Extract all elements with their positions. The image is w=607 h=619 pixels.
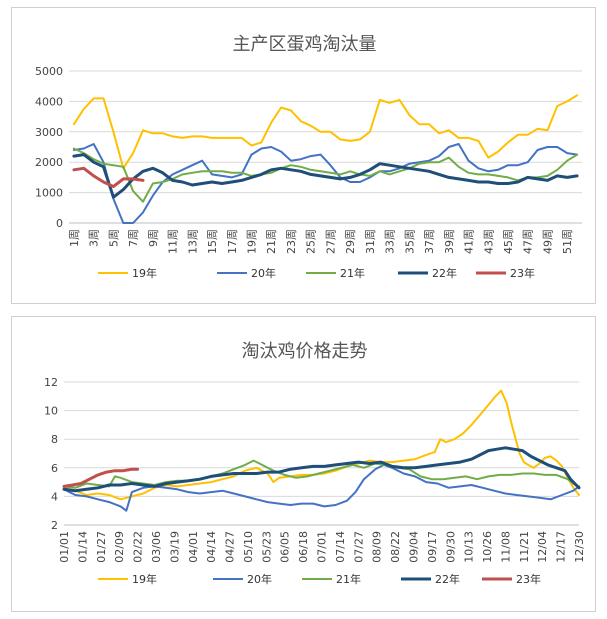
legend-label: 20年 xyxy=(251,266,276,280)
legend-label: 21年 xyxy=(336,572,361,586)
x-tick-label: 41周 xyxy=(463,229,476,254)
x-tick-label: 09/17 xyxy=(426,531,439,563)
x-tick-label: 5周 xyxy=(107,229,120,247)
x-tick-label: 15周 xyxy=(206,229,219,254)
x-tick-label: 12/04 xyxy=(536,531,549,563)
x-tick-label: 47周 xyxy=(522,229,535,254)
chart-title: 主产区蛋鸡淘汰量 xyxy=(233,34,377,55)
x-tick-label: 09/30 xyxy=(444,531,457,563)
x-tick-label: 3周 xyxy=(88,229,101,247)
x-tick-label: 29周 xyxy=(344,229,357,254)
x-tick-label: 11周 xyxy=(167,229,180,254)
y-tick-label: 0 xyxy=(56,217,63,230)
y-tick-label: 2000 xyxy=(35,156,63,169)
series-line-22年 xyxy=(72,153,579,199)
x-tick-label: 23周 xyxy=(285,229,298,254)
x-tick-label: 09/04 xyxy=(407,531,420,563)
x-tick-label: 05/10 xyxy=(242,531,255,563)
x-tick-label: 12/17 xyxy=(555,531,568,563)
legend-label: 19年 xyxy=(132,266,157,280)
x-tick-label: 51周 xyxy=(561,229,574,254)
x-tick-label: 13周 xyxy=(186,229,199,254)
x-tick-label: 01/14 xyxy=(76,531,89,563)
x-tick-label: 10/26 xyxy=(481,531,494,563)
y-tick-label: 10 xyxy=(44,405,58,418)
series-line-20年 xyxy=(72,143,579,224)
x-tick-label: 33周 xyxy=(384,229,397,254)
x-tick-label: 05/23 xyxy=(260,531,273,563)
x-tick-label: 43周 xyxy=(482,229,495,254)
x-tick-label: 49周 xyxy=(541,229,554,254)
x-tick-label: 06/05 xyxy=(279,531,292,563)
x-tick-label: 04/14 xyxy=(205,531,218,563)
x-tick-label: 06/18 xyxy=(297,531,310,563)
culled-hen-price-chart: 淘汰鸡价格走势 2 4 6 8 10 12 01/01 01/14 01/27 02/09 02/22… xyxy=(44,341,586,586)
x-tick-label: 27周 xyxy=(324,229,337,254)
x-tick-label: 45周 xyxy=(502,229,515,254)
x-tick-label: 07/27 xyxy=(352,531,365,563)
x-tick-label: 19周 xyxy=(246,229,259,254)
x-tick-label: 04/01 xyxy=(187,531,200,563)
x-tick-label: 7周 xyxy=(127,229,140,247)
series-line-23年 xyxy=(62,467,140,488)
x-tick-label: 35周 xyxy=(403,229,416,254)
series-line-19年 xyxy=(72,94,579,170)
legend-label: 23年 xyxy=(510,266,535,280)
culling-volume-chart: 主产区蛋鸡淘汰量 0 1000 2000 3000 4000 5000 1周 3周 5周 7周 9周 1… xyxy=(35,34,582,280)
culled-hen-price-chart-panel: 淘汰鸡价格走势 2 4 6 8 10 12 01/01 01/14 01/27 02/09 02/22… xyxy=(11,316,596,612)
y-tick-label: 2 xyxy=(51,519,58,532)
x-tick-label: 07/14 xyxy=(334,531,347,563)
x-tick-label: 21周 xyxy=(265,229,278,254)
x-tick-label: 39周 xyxy=(443,229,456,254)
y-tick-label: 6 xyxy=(51,462,58,475)
x-tick-label: 9周 xyxy=(147,229,160,247)
chart-title: 淘汰鸡价格走势 xyxy=(242,341,368,362)
x-tick-label: 31周 xyxy=(364,229,377,254)
x-tick-label: 02/22 xyxy=(132,531,145,563)
x-tick-label: 07/01 xyxy=(316,531,329,563)
x-tick-label: 10/13 xyxy=(463,531,476,563)
legend-label: 22年 xyxy=(432,266,457,280)
culling-volume-chart-panel: 主产区蛋鸡淘汰量 0 1000 2000 3000 4000 5000 1周 3周 5周 7周 9周 1… xyxy=(11,7,596,304)
x-tick-label: 25周 xyxy=(305,229,318,254)
y-tick-label: 12 xyxy=(44,376,58,389)
series-line-22年 xyxy=(62,446,581,493)
x-tick-label: 1周 xyxy=(68,229,81,247)
x-tick-label: 04/27 xyxy=(224,531,237,563)
series-line-23年 xyxy=(72,166,145,188)
legend-label: 23年 xyxy=(516,572,541,586)
y-tick-label: 8 xyxy=(51,433,58,446)
legend-label: 20年 xyxy=(247,572,272,586)
legend-label: 19年 xyxy=(132,572,157,586)
y-tick-label: 5000 xyxy=(35,65,63,78)
x-tick-label: 08/09 xyxy=(371,531,384,563)
x-tick-label: 01/27 xyxy=(95,531,108,563)
x-tick-label: 11/21 xyxy=(518,531,531,563)
y-tick-label: 4 xyxy=(51,490,58,503)
x-tick-label: 37周 xyxy=(423,229,436,254)
x-tick-label: 03/19 xyxy=(168,531,181,563)
legend-label: 22年 xyxy=(435,572,460,586)
y-tick-label: 3000 xyxy=(35,126,63,139)
x-tick-label: 17周 xyxy=(226,229,239,254)
y-tick-label: 4000 xyxy=(35,95,63,108)
x-tick-label: 01/01 xyxy=(58,531,71,563)
series-line-21年 xyxy=(72,147,579,203)
x-tick-label: 03/06 xyxy=(150,531,163,563)
x-tick-label: 11/08 xyxy=(499,531,512,563)
x-tick-label: 02/09 xyxy=(113,531,126,563)
legend-label: 21年 xyxy=(340,266,365,280)
y-tick-label: 1000 xyxy=(35,187,63,200)
series-line-20年 xyxy=(63,463,580,512)
x-tick-label: 12/30 xyxy=(573,531,586,563)
x-tick-label: 08/22 xyxy=(389,531,402,563)
